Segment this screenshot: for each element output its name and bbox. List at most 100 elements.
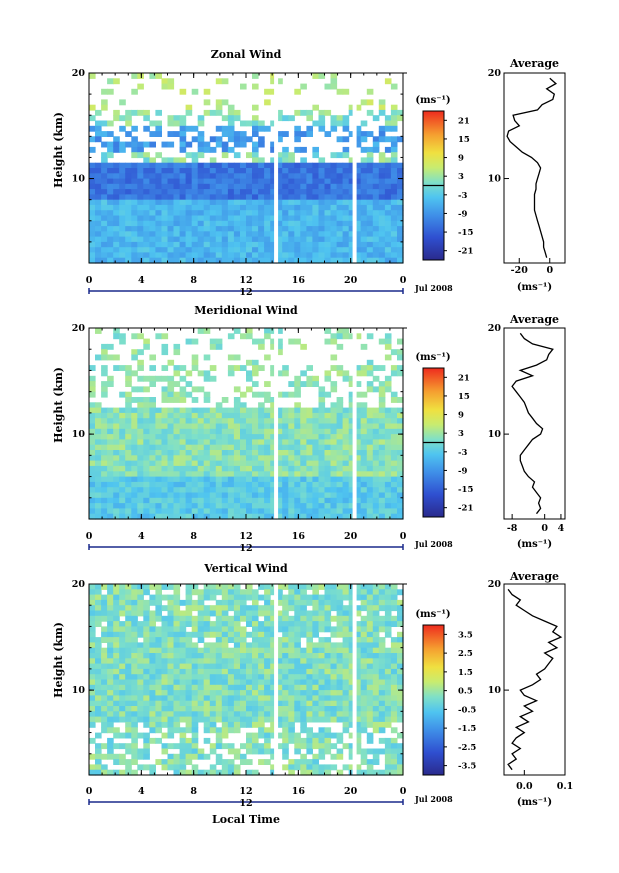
heatmap-cell	[131, 626, 138, 633]
heatmap-cell	[372, 684, 380, 691]
heatmap-cell	[167, 653, 175, 659]
heatmap-cell	[227, 412, 235, 419]
heatmap-cell	[282, 487, 289, 494]
heatmap-cell	[89, 658, 96, 665]
zonal-title: Zonal Wind	[211, 48, 282, 61]
heatmap-cell	[294, 706, 301, 712]
heatmap-cell	[167, 621, 175, 627]
heatmap-cell	[203, 690, 211, 696]
heatmap-cell	[131, 434, 138, 440]
heatmap-cell	[252, 695, 259, 702]
heatmap-cell	[179, 450, 187, 456]
heatmap-cell	[137, 663, 144, 670]
heatmap-cell	[233, 162, 241, 169]
heatmap-cell	[209, 610, 217, 617]
heatmap-cell	[221, 497, 229, 504]
heatmap-cell	[252, 748, 259, 755]
heatmap-cell	[354, 481, 362, 488]
heatmap-cell	[197, 328, 205, 334]
heatmap-cell	[240, 131, 247, 137]
heatmap-cell	[131, 471, 138, 478]
heatmap-cell	[209, 231, 217, 238]
heatmap-cell	[336, 769, 344, 776]
heatmap-cell	[312, 460, 319, 467]
heatmap-cell	[306, 615, 313, 622]
heatmap-cell	[354, 455, 362, 462]
heatmap-cell	[179, 769, 187, 776]
heatmap-cell	[288, 589, 295, 596]
heatmap-cell	[264, 513, 271, 520]
heatmap-cell	[233, 690, 241, 696]
heatmap-cell	[390, 743, 398, 750]
heatmap-cell	[179, 141, 187, 148]
heatmap-cell	[390, 497, 398, 504]
heatmap-cell	[119, 391, 126, 398]
heatmap-cell	[294, 637, 301, 643]
heatmap-cell	[246, 428, 253, 435]
heatmap-cell	[149, 460, 156, 467]
heatmap-cell	[119, 684, 126, 691]
heatmap-cell	[246, 584, 253, 590]
heatmap-cell	[360, 700, 368, 707]
heatmap-cell	[384, 706, 392, 712]
heatmap-cell	[246, 220, 253, 227]
heatmap-cell	[330, 508, 338, 515]
heatmap-cell	[185, 737, 193, 744]
heatmap-cell	[191, 497, 199, 504]
heatmap-cell	[203, 492, 211, 499]
heatmap-cell	[270, 706, 277, 712]
heatmap-cell	[161, 418, 169, 425]
heatmap-cell	[149, 584, 156, 590]
heatmap-cell	[173, 215, 181, 222]
x-tick-label: 12	[239, 531, 252, 542]
heatmap-cell	[131, 711, 138, 718]
heatmap-cell	[185, 236, 193, 243]
heatmap-cell	[215, 247, 223, 254]
heatmap-cell	[390, 647, 398, 654]
heatmap-cell	[348, 690, 356, 696]
heatmap-cell	[203, 397, 211, 403]
heatmap-cell	[348, 711, 356, 718]
heatmap-cell	[264, 497, 271, 504]
heatmap-cell	[203, 194, 211, 201]
heatmap-cell	[137, 215, 144, 222]
heatmap-cell	[366, 423, 374, 430]
heatmap-cell	[167, 375, 175, 382]
heatmap-cell	[246, 711, 253, 718]
heatmap-cell	[215, 455, 223, 462]
heatmap-cell	[330, 199, 338, 206]
heatmap-cell	[390, 476, 398, 483]
heatmap-cell	[318, 120, 326, 127]
heatmap-cell	[270, 626, 277, 633]
heatmap-cell	[360, 194, 368, 201]
heatmap-cell	[107, 183, 114, 190]
heatmap-cell	[324, 391, 332, 398]
heatmap-cell	[137, 487, 144, 494]
heatmap-cell	[107, 599, 114, 606]
heatmap-cell	[155, 674, 162, 681]
heatmap-cell	[270, 716, 277, 723]
heatmap-cell	[360, 423, 368, 430]
heatmap-cell	[221, 434, 229, 440]
heatmap-cell	[348, 257, 356, 264]
heatmap-cell	[101, 727, 108, 734]
heatmap-cell	[348, 594, 356, 601]
heatmap-cell	[155, 700, 162, 707]
heatmap-cell	[95, 513, 102, 520]
heatmap-cell	[312, 236, 319, 243]
heatmap-cell	[312, 257, 319, 264]
heatmap-cell	[312, 674, 319, 681]
heatmap-cell	[185, 471, 193, 478]
heatmap-cell	[95, 732, 102, 739]
heatmap-cell	[390, 136, 398, 143]
heatmap-cell	[143, 157, 150, 164]
heatmap-cell	[336, 716, 344, 723]
heatmap-cell	[113, 178, 120, 185]
heatmap-cell	[342, 481, 350, 488]
heatmap-cell	[155, 73, 162, 79]
heatmap-cell	[276, 349, 283, 356]
heatmap-cell	[324, 338, 332, 345]
heatmap-cell	[173, 637, 181, 643]
heatmap-cell	[270, 637, 277, 643]
heatmap-cell	[227, 241, 235, 248]
